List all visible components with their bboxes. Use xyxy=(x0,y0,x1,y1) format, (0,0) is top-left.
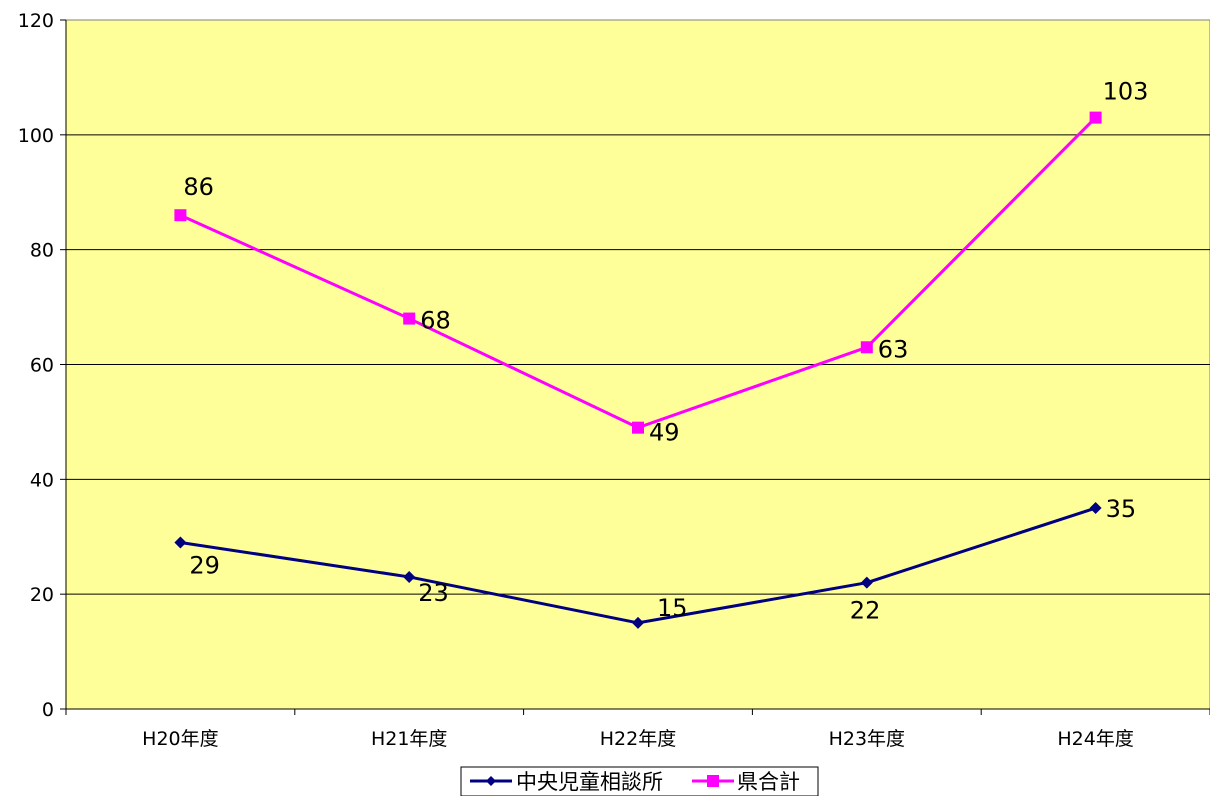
data-point xyxy=(860,576,873,589)
y-axis: 0 20 40 60 80 100 120 xyxy=(18,10,67,721)
data-label: 35 xyxy=(1106,495,1137,523)
legend-label-series-2: 県合計 xyxy=(737,770,800,794)
data-label: 63 xyxy=(878,335,909,363)
y-tick-label: 0 xyxy=(42,699,54,721)
data-label: 86 xyxy=(183,173,214,201)
y-tick-label: 40 xyxy=(30,469,54,491)
data-point xyxy=(1089,502,1102,515)
x-tick-label: H23年度 xyxy=(829,728,905,750)
data-point xyxy=(174,209,187,222)
data-point xyxy=(403,570,416,583)
data-point xyxy=(1089,111,1102,124)
legend-marker-series-1 xyxy=(486,776,496,786)
y-tick-label: 100 xyxy=(18,125,54,147)
data-point xyxy=(632,616,644,629)
data-label: 29 xyxy=(189,551,220,579)
data-label: 103 xyxy=(1103,78,1149,106)
legend: 中央児童相談所 県合計 xyxy=(460,766,819,796)
y-tick-label: 20 xyxy=(30,584,54,606)
data-label: 23 xyxy=(418,579,449,607)
data-label: 49 xyxy=(649,419,680,447)
data-label: 68 xyxy=(420,307,451,335)
x-tick-label: H24年度 xyxy=(1057,728,1133,750)
data-label: 15 xyxy=(657,594,688,622)
data-labels: 29 23 15 22 35 86 68 49 63 103 xyxy=(183,78,1148,625)
x-tick-label: H20年度 xyxy=(142,728,218,750)
gridlines xyxy=(66,134,1210,595)
y-tick-label: 120 xyxy=(18,10,54,32)
data-point xyxy=(860,341,873,354)
legend-box xyxy=(460,766,819,796)
x-tick-label: H21年度 xyxy=(371,728,447,750)
x-tick-label: H22年度 xyxy=(600,728,676,750)
data-point xyxy=(403,312,416,325)
y-tick-label: 80 xyxy=(30,240,54,262)
y-tick-label: 60 xyxy=(30,355,54,377)
data-point xyxy=(174,536,187,549)
legend-marker-series-2 xyxy=(707,775,719,787)
x-axis: H20年度 H21年度 H22年度 H23年度 H24年度 xyxy=(65,708,1210,750)
data-label: 22 xyxy=(850,597,881,625)
series-group xyxy=(174,111,1102,629)
legend-label-series-1: 中央児童相談所 xyxy=(516,770,663,794)
data-point xyxy=(632,421,644,434)
